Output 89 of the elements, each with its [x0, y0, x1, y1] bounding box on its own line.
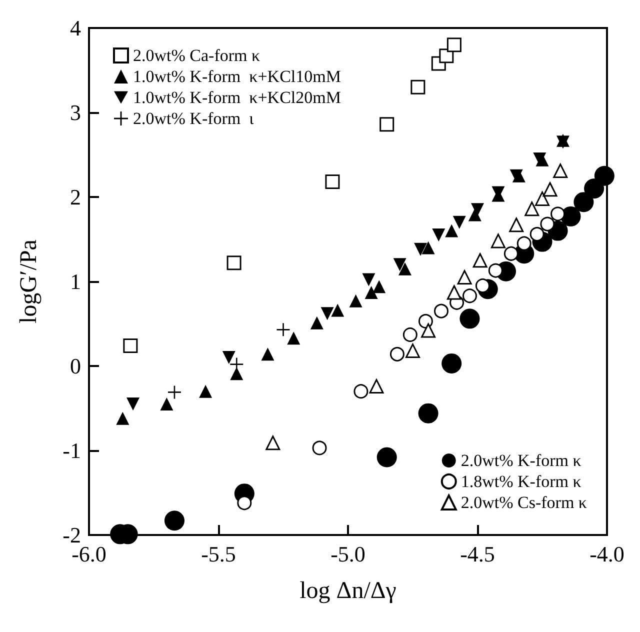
- y-tick-label: 0: [70, 354, 81, 378]
- point: [310, 316, 324, 330]
- point: [406, 344, 420, 358]
- point: [230, 367, 244, 380]
- legend-label: 1.0wt% K-form κ+KCl20mM: [133, 88, 341, 107]
- point: [230, 358, 244, 371]
- point: [457, 270, 472, 285]
- point: [164, 510, 184, 531]
- point: [540, 216, 555, 232]
- legend-label: 2.0wt% K-form ι: [133, 109, 254, 128]
- legend-label: 2.0wt% Cs-form κ: [460, 493, 588, 512]
- point: [553, 164, 568, 178]
- point: [422, 241, 435, 254]
- point: [574, 192, 594, 212]
- point: [354, 384, 368, 399]
- y-tick-label: 3: [70, 100, 81, 125]
- y-tick-label: 1: [70, 269, 81, 294]
- point: [524, 202, 540, 216]
- point: [276, 323, 290, 336]
- point: [369, 379, 384, 394]
- point: [237, 496, 252, 510]
- point: [530, 226, 544, 242]
- x-tick-label: -5.5: [201, 542, 236, 566]
- point: [331, 304, 344, 317]
- point: [126, 398, 140, 411]
- point: [418, 403, 438, 424]
- point: [434, 304, 448, 318]
- point: [402, 327, 418, 342]
- point: [442, 353, 462, 374]
- point: [550, 206, 566, 222]
- point: [460, 308, 480, 329]
- y-axis-title: logG′/Pa: [16, 239, 42, 324]
- point: [372, 280, 386, 294]
- point: [226, 256, 242, 270]
- point: [446, 38, 462, 52]
- point: [199, 384, 212, 398]
- legend-label: 1.8wt% K-form κ: [460, 472, 582, 491]
- point: [123, 338, 138, 353]
- point: [542, 182, 558, 197]
- point: [439, 48, 454, 64]
- x-tick-label: -4.0: [590, 542, 624, 566]
- point: [320, 307, 334, 320]
- point: [584, 178, 604, 199]
- point: [222, 351, 236, 364]
- point: [261, 348, 274, 361]
- point: [418, 314, 433, 328]
- point: [560, 206, 581, 226]
- point: [445, 224, 458, 238]
- x-tick-label: -5.0: [330, 542, 366, 566]
- point: [287, 332, 300, 345]
- point: [421, 323, 436, 338]
- point: [410, 80, 426, 94]
- y-tick-label: 2: [70, 184, 81, 210]
- point: [516, 236, 532, 251]
- y-tick-label: 4: [70, 16, 81, 40]
- point: [490, 234, 506, 248]
- point: [160, 398, 174, 411]
- point: [594, 166, 614, 186]
- x-tick-label: -4.5: [460, 542, 495, 566]
- point: [390, 346, 404, 362]
- point: [488, 263, 503, 278]
- point: [398, 262, 412, 276]
- legend-label: 1.0wt% K-form κ+KCl10mM: [133, 67, 341, 86]
- point: [168, 386, 181, 399]
- point: [504, 246, 518, 261]
- point: [414, 242, 428, 256]
- point: [510, 169, 523, 182]
- point: [393, 258, 406, 272]
- point: [362, 273, 376, 286]
- point: [452, 216, 466, 229]
- point: [349, 294, 362, 308]
- point: [432, 228, 446, 242]
- point: [312, 440, 327, 456]
- y-tick-label: -1: [62, 438, 81, 463]
- legend-label: 2.0wt% K-form κ: [460, 451, 582, 470]
- point: [471, 203, 484, 216]
- point: [472, 253, 488, 268]
- point: [380, 117, 394, 132]
- point: [446, 285, 462, 300]
- point: [364, 286, 378, 299]
- point: [116, 412, 130, 425]
- legend-label: 2.0wt% Ca-form κ: [133, 46, 260, 65]
- point: [509, 218, 524, 232]
- point: [325, 174, 340, 190]
- point: [376, 447, 397, 468]
- point: [266, 436, 280, 450]
- point: [535, 191, 550, 206]
- x-axis-title: log Δn/Δγ: [300, 578, 397, 604]
- point: [462, 288, 477, 304]
